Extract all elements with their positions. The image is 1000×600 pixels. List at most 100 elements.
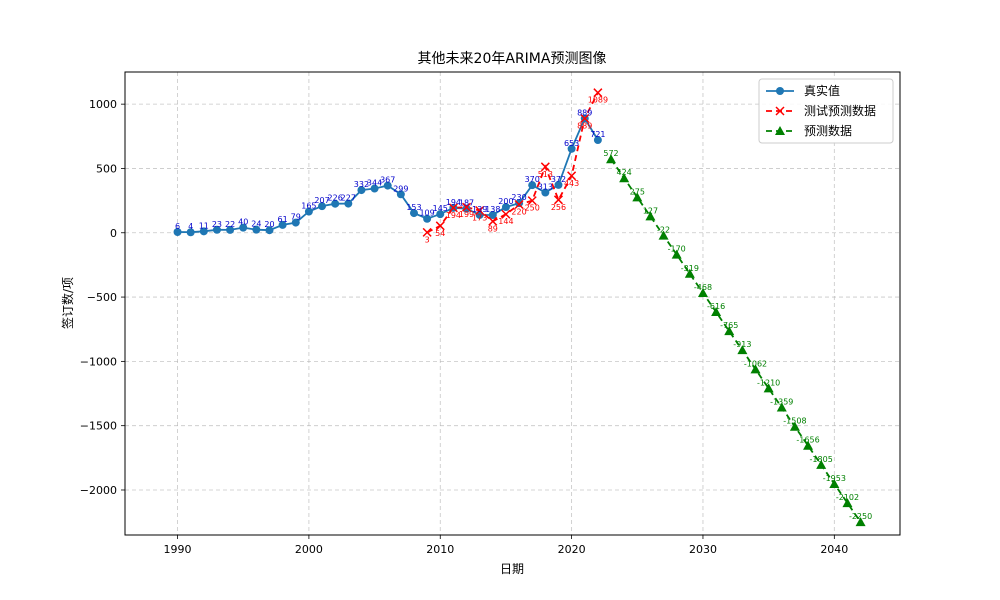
data-label: -319 [681, 264, 699, 273]
data-label: 144 [498, 217, 513, 226]
data-label: -1062 [744, 359, 767, 368]
data-label: 153 [406, 203, 421, 212]
data-label: 109 [419, 209, 434, 218]
data-point [370, 184, 379, 193]
data-label: 230 [511, 193, 526, 202]
data-point [724, 326, 735, 336]
data-point [842, 498, 853, 508]
legend-label: 预测数据 [804, 123, 852, 138]
data-label: 344 [367, 179, 382, 188]
data-point [606, 154, 617, 164]
data-label: 6 [175, 222, 180, 231]
x-tick-label: 2000 [295, 543, 323, 556]
data-label: 194 [446, 198, 461, 207]
data-label: -1210 [757, 378, 780, 387]
data-label: 139 [472, 205, 487, 214]
marker-x-stroke [540, 162, 550, 172]
data-label: 299 [393, 184, 408, 193]
marker-x-stroke [422, 227, 432, 237]
series-markers [173, 88, 866, 527]
marker-x-stroke [448, 203, 458, 213]
data-point [528, 181, 537, 190]
data-label: 372 [551, 175, 566, 184]
data-point [435, 221, 445, 231]
data-label: 127 [643, 206, 658, 215]
data-point [357, 186, 366, 195]
data-label: 40 [238, 218, 248, 227]
data-point [593, 88, 603, 98]
data-label: -1656 [796, 436, 819, 445]
data-point [501, 209, 511, 219]
data-point [212, 225, 221, 234]
data-point [750, 364, 761, 374]
marker-x-stroke [527, 196, 537, 206]
data-label: 138 [485, 205, 500, 214]
data-point [829, 478, 840, 488]
data-label: 226 [328, 194, 343, 203]
data-label: 89 [488, 224, 498, 233]
data-point [475, 205, 485, 216]
marker-x-stroke [567, 171, 577, 181]
data-point [252, 225, 261, 234]
marker-x-stroke [593, 88, 603, 98]
data-point [645, 211, 656, 221]
legend-marker [775, 106, 785, 116]
marker-x-stroke [435, 221, 445, 231]
x-tick-label: 2030 [689, 543, 717, 556]
data-point [567, 144, 576, 153]
marker-x-stroke [553, 195, 564, 205]
legend-box [758, 78, 894, 144]
data-label: 79 [291, 213, 301, 222]
data-label: 227 [341, 194, 356, 203]
data-label: 165 [301, 202, 316, 211]
data-label: 275 [630, 187, 645, 196]
data-label: 200 [498, 197, 513, 206]
data-label: 572 [603, 149, 618, 158]
data-point [816, 459, 827, 469]
data-point [173, 227, 182, 236]
data-point [527, 196, 537, 206]
data-label: -913 [733, 340, 751, 349]
data-label: 250 [525, 204, 540, 213]
y-tick-label: −1000 [80, 355, 117, 368]
data-label: 3 [425, 235, 430, 244]
x-tick-label: 1990 [164, 543, 192, 556]
data-point [331, 199, 340, 208]
data-label: 207 [314, 196, 329, 205]
data-point [684, 268, 695, 278]
data-label: 194 [446, 211, 461, 220]
data-label: -2102 [836, 493, 859, 502]
data-point [580, 113, 590, 123]
data-point [658, 230, 669, 240]
x-tick-label: 2040 [820, 543, 848, 556]
data-label: 20 [264, 220, 274, 229]
data-label: 23 [212, 220, 222, 229]
grid [125, 72, 900, 535]
data-point [553, 195, 564, 205]
data-point [763, 383, 774, 393]
data-label: 220 [511, 207, 526, 216]
marker-x-stroke [514, 199, 524, 209]
marker-x-stroke [488, 216, 498, 226]
data-point [737, 345, 748, 355]
y-tick-label: 1000 [89, 98, 117, 111]
data-point [199, 227, 208, 236]
data-point [448, 203, 458, 213]
data-point [344, 199, 353, 208]
data-point [436, 210, 445, 219]
data-point [239, 223, 248, 232]
data-label: 24 [251, 220, 261, 229]
data-point [711, 306, 722, 316]
data-point [619, 173, 630, 183]
legend-label: 测试预测数据 [804, 103, 876, 118]
data-label: 11 [199, 221, 209, 230]
y-axis-title: 签订数/项 [60, 277, 75, 329]
data-point [278, 220, 287, 229]
chart-title: 其他未来20年ARIMA预测图像 [418, 51, 607, 67]
x-axis-title: 日期 [500, 562, 524, 576]
marker-x-stroke [461, 202, 472, 212]
marker-x-stroke [775, 106, 785, 116]
legend-marker [776, 87, 784, 95]
data-point [789, 421, 800, 431]
data-point [265, 226, 274, 235]
